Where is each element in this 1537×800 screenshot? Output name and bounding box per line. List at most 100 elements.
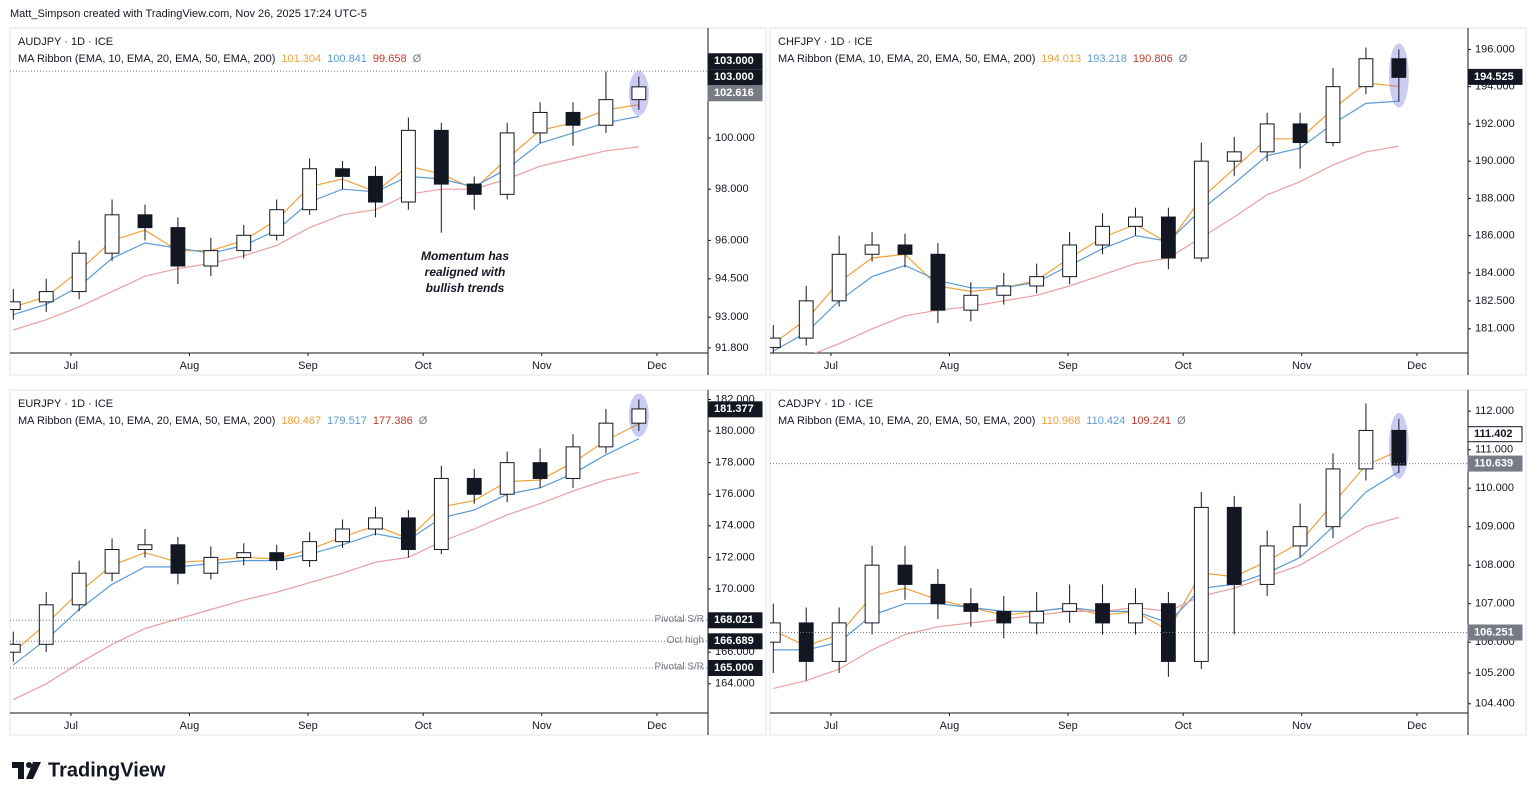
candle-body xyxy=(236,552,252,558)
price-label-box xyxy=(707,85,763,102)
x-tick-label: Oct xyxy=(1175,720,1192,732)
candle-body xyxy=(466,477,482,495)
candle-body xyxy=(38,291,54,303)
candle-body xyxy=(631,408,647,424)
indicator-value: 109.241 xyxy=(1131,415,1171,427)
indicator-value: 190.806 xyxy=(1133,53,1173,65)
x-tick-label: Nov xyxy=(532,720,552,732)
candle-body xyxy=(71,572,87,606)
ema-line xyxy=(13,115,640,316)
y-tick-label: 110.000 xyxy=(1475,482,1514,494)
x-tick-label: Jul xyxy=(64,360,78,372)
indicator-value: 194.013 xyxy=(1041,53,1081,65)
candle-body xyxy=(10,301,21,310)
y-tick-label: 174.000 xyxy=(715,520,755,532)
header-credit: Matt_Simpson created with TradingView.co… xyxy=(10,8,367,20)
y-tick-label: 172.000 xyxy=(715,551,755,563)
candle-body xyxy=(565,111,581,126)
price-label: 166.689 xyxy=(714,635,754,647)
candle-body xyxy=(1062,244,1078,278)
y-tick-label: 100.000 xyxy=(715,132,755,144)
price-label-box xyxy=(707,659,763,676)
candle-body xyxy=(1193,160,1209,259)
indicator-value: 99.658 xyxy=(373,53,407,65)
candle-body xyxy=(1226,151,1242,162)
x-tick-label: Nov xyxy=(532,360,552,372)
indicator-suffix: Ø xyxy=(413,53,422,65)
x-tick-label: Oct xyxy=(1175,360,1192,372)
price-label: 111.402 xyxy=(1474,428,1513,440)
panel-frame xyxy=(9,27,767,376)
y-tick-label: 186.000 xyxy=(1475,230,1515,242)
chart-panel: 164.000166.000170.000172.000174.000176.0… xyxy=(9,389,767,736)
candle-body xyxy=(400,129,416,203)
x-tick-label: Sep xyxy=(1058,720,1078,732)
y-tick-label: 180.000 xyxy=(715,425,755,437)
candle-body xyxy=(963,603,979,612)
y-tick-label: 104.400 xyxy=(1475,698,1515,710)
candle-body xyxy=(1391,58,1407,78)
indicator-suffix: Ø xyxy=(419,415,428,427)
plot-area xyxy=(10,70,649,331)
indicator-legend: MA Ribbon (EMA, 10, EMA, 20, EMA, 50, EM… xyxy=(18,53,422,65)
candle-body xyxy=(170,227,186,267)
x-tick-label: Oct xyxy=(415,360,432,372)
candle-body xyxy=(770,337,781,348)
indicator-value: 180.467 xyxy=(281,415,321,427)
chart-panel: 104.400105.200106.000107.000108.000109.0… xyxy=(769,389,1527,736)
candle-body xyxy=(897,244,913,255)
annotation: realigned with xyxy=(425,265,506,279)
candle-body xyxy=(433,129,449,185)
candle-body xyxy=(10,643,21,653)
y-tick-label: 96.000 xyxy=(715,234,749,246)
candle-body xyxy=(335,528,350,543)
candle-body xyxy=(1226,506,1242,585)
candle-body xyxy=(864,244,880,255)
candle-body xyxy=(798,300,814,339)
plot-area xyxy=(770,403,1409,689)
candle-body xyxy=(269,552,285,562)
indicator-suffix: Ø xyxy=(1179,53,1188,65)
symbol-title: CADJPY · 1D · ICE xyxy=(778,398,873,410)
x-tick-label: Nov xyxy=(1292,360,1312,372)
candle-body xyxy=(302,168,318,211)
y-tick-label: 94.500 xyxy=(715,273,749,285)
candle-body xyxy=(203,250,219,267)
y-tick-label: 184.000 xyxy=(1475,267,1515,279)
y-tick-label: 182.500 xyxy=(1475,295,1515,307)
candle-body xyxy=(368,517,383,530)
candle-body xyxy=(203,556,219,574)
candle-body xyxy=(1358,429,1374,470)
candle-body xyxy=(831,622,847,662)
indicator-value: 179.517 xyxy=(327,415,367,427)
footer-brand: TradingView xyxy=(48,759,166,781)
x-tick-label: Sep xyxy=(1058,360,1078,372)
candle-body xyxy=(335,168,350,177)
ema-line xyxy=(13,146,639,331)
panel-frame xyxy=(769,389,1527,736)
y-tick-label: 108.000 xyxy=(1475,559,1515,571)
indicator-value: 110.424 xyxy=(1086,415,1125,427)
x-tick-label: Aug xyxy=(180,720,200,732)
y-tick-label: 93.000 xyxy=(715,311,749,323)
symbol-title: EURJPY · 1D · ICE xyxy=(18,398,113,410)
y-tick-label: 105.200 xyxy=(1475,667,1515,679)
price-label: 181.377 xyxy=(714,403,754,415)
annotation: bullish trends xyxy=(426,281,505,295)
x-tick-label: Dec xyxy=(1407,720,1427,732)
candle-body xyxy=(996,610,1012,624)
chart-panel: 181.000 182.500 184.000 186.000 188.000 190.0… xyxy=(769,27,1527,376)
logo xyxy=(12,762,41,779)
x-tick-label: Nov xyxy=(1292,720,1312,732)
price-label-box xyxy=(707,69,763,86)
price-label: 103.000 xyxy=(714,71,754,83)
y-tick-label: 178.000 xyxy=(715,457,755,469)
ema-line xyxy=(773,100,1399,352)
candle-body xyxy=(400,517,416,551)
indicator-legend: MA Ribbon (EMA, 10, EMA, 20, EMA, 50, EM… xyxy=(18,415,428,427)
price-label: 102.616 xyxy=(714,87,754,99)
candle-body xyxy=(1062,603,1078,612)
y-tick-label: 98.000 xyxy=(715,183,749,195)
level-note: Pivotal S/R xyxy=(655,662,704,673)
